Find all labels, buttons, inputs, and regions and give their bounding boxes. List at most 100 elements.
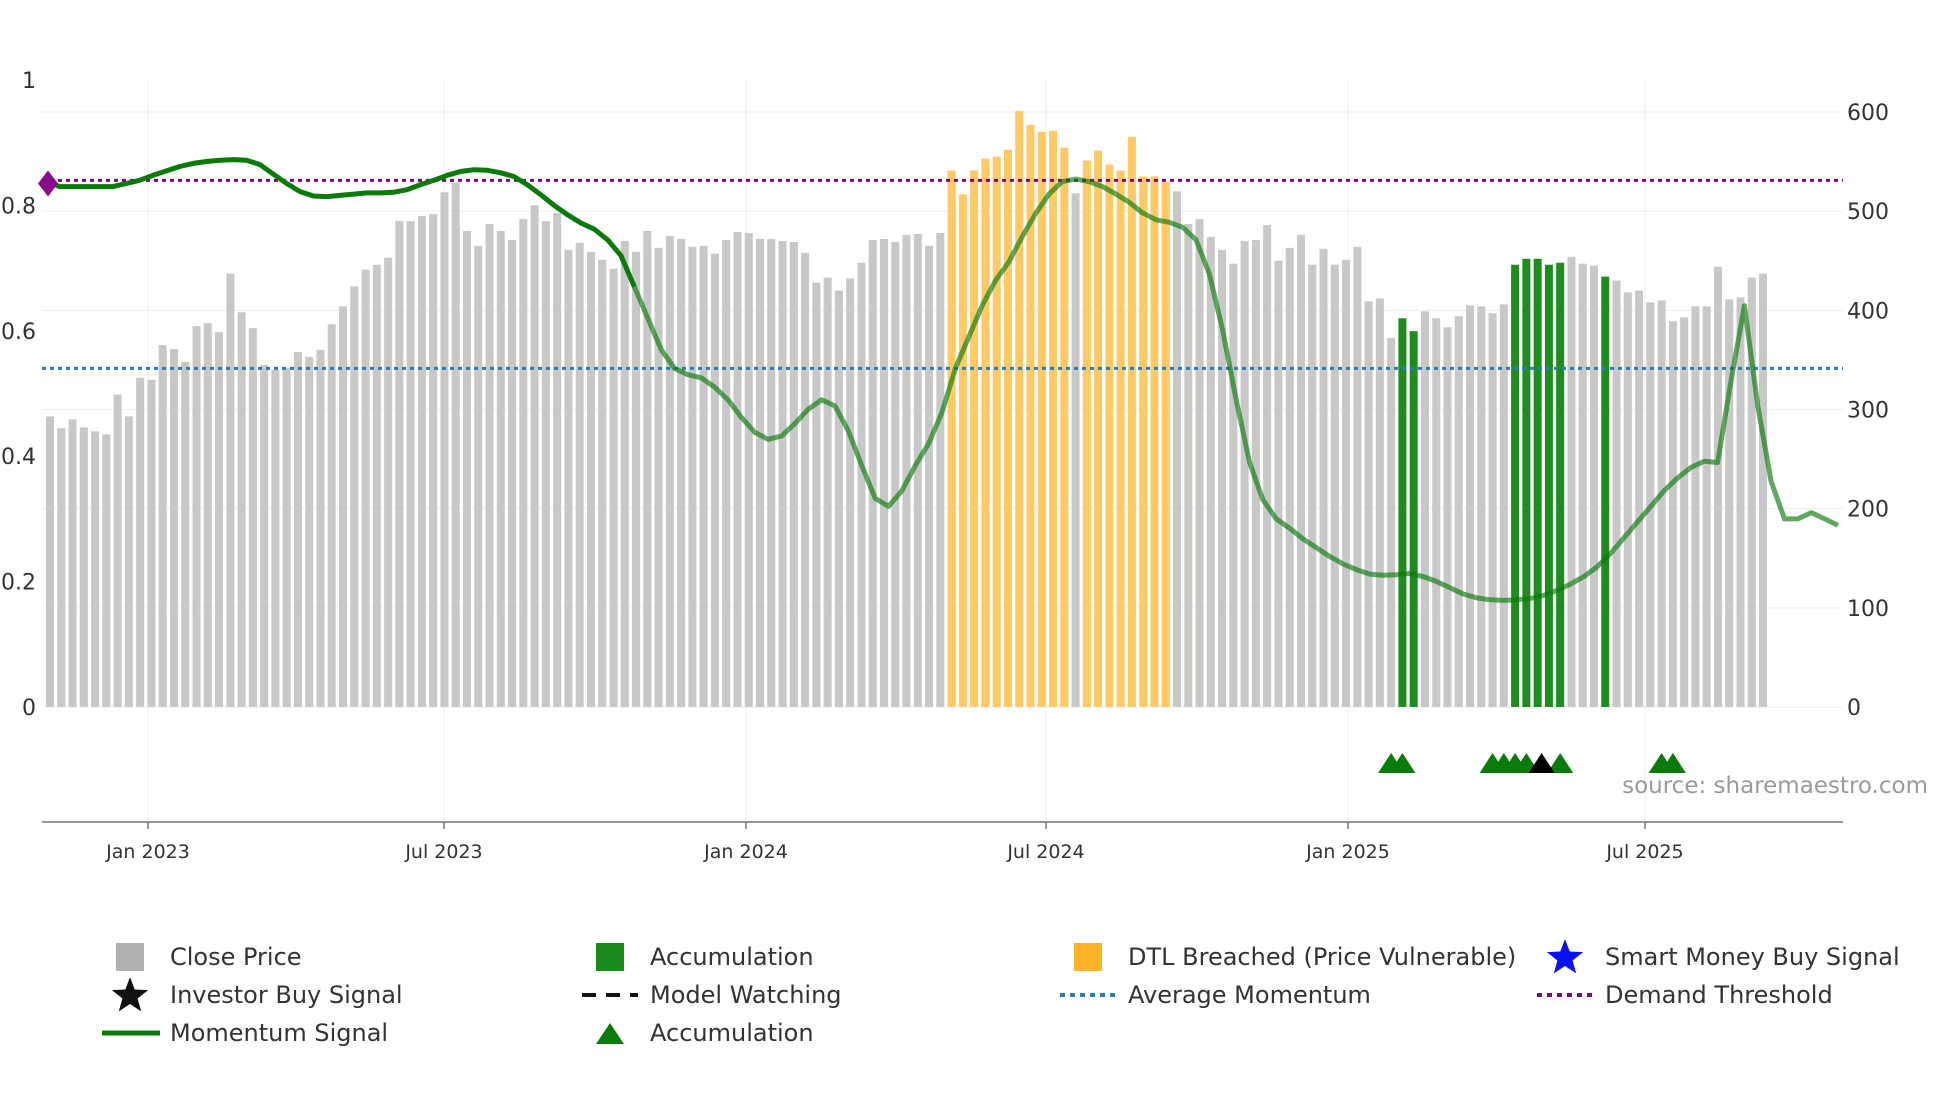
y-right-tick-label: 0 (1847, 696, 1861, 721)
close-price-bar (1759, 273, 1768, 707)
accumulation-triangle-marker (1389, 753, 1416, 773)
close-price-bar (305, 356, 314, 707)
close-price-bar (801, 252, 810, 708)
close-price-bar (1567, 256, 1576, 707)
close-price-bar (1680, 317, 1689, 707)
close-price-bar (756, 238, 765, 707)
close-price-bar (789, 241, 798, 708)
signal-markers (1378, 753, 1686, 773)
close-price-bar (226, 273, 235, 707)
close-price-bar (677, 238, 686, 707)
close-price-bar (417, 216, 426, 707)
close-price-bar (553, 213, 562, 707)
close-price-bar (248, 328, 257, 707)
close-price-bar (57, 428, 66, 707)
dtl-breached-bar (1037, 131, 1046, 708)
close-price-bar (1713, 266, 1722, 707)
close-price-bar (879, 238, 888, 707)
close-price-bar (699, 245, 708, 707)
close-price-bar (1589, 265, 1598, 707)
close-price-bar (519, 219, 528, 707)
accumulation-bar (1398, 318, 1407, 707)
close-price-bar (575, 242, 584, 707)
close-price-bar (1206, 236, 1215, 707)
close-price-bar (372, 264, 381, 707)
dtl-breached-bar (958, 194, 967, 707)
close-price-bar (1240, 240, 1249, 707)
close-price-bar (643, 231, 652, 707)
accumulation-triangle-marker (1659, 753, 1686, 773)
dtl-breached-bar (1116, 170, 1125, 708)
close-price-bar (541, 221, 550, 708)
close-price-bar (169, 349, 178, 707)
close-price-bar (1612, 280, 1621, 707)
close-price-bar (1725, 299, 1734, 707)
close-price-bar (1432, 318, 1441, 707)
close-price-bar (1668, 321, 1677, 707)
close-price-bar (406, 221, 415, 708)
accumulation-bar (1522, 258, 1531, 707)
accumulation-bar (1533, 258, 1542, 707)
close-price-bar (361, 269, 370, 707)
close-price-bar (1285, 247, 1294, 707)
close-price-bar (1173, 191, 1181, 708)
momentum-line-layer (38, 157, 1840, 603)
close-price-bar (598, 259, 607, 707)
close-price-bar (474, 245, 483, 707)
close-price-bar (722, 239, 731, 708)
close-price-bar (1747, 277, 1756, 707)
close-price-bar (586, 251, 595, 707)
close-price-bar (1499, 304, 1508, 707)
close-price-bar (1635, 290, 1644, 707)
close-price-bar (1364, 301, 1373, 707)
x-tick-label: Jan 2025 (1305, 841, 1390, 863)
dtl-breached-bar (981, 158, 990, 707)
close-price-bar (1195, 219, 1204, 707)
close-price-bar (496, 231, 505, 707)
close-price-bar (530, 205, 539, 707)
close-price-bar (913, 233, 922, 707)
close-price-bar (1466, 305, 1475, 707)
close-price-bar (1443, 327, 1452, 707)
close-price-bar (440, 192, 449, 707)
close-price-bar (891, 241, 900, 708)
close-price-bar (260, 364, 269, 707)
close-price-bar (136, 377, 145, 707)
close-price-bar (744, 232, 753, 707)
close-price-bar (902, 234, 911, 707)
close-price-bar (857, 262, 866, 707)
dtl-breached-bar (1161, 181, 1170, 707)
dtl-breached-bar (970, 170, 979, 708)
close-price-bar (181, 361, 190, 707)
close-price-bar (1263, 225, 1272, 708)
price-bars (46, 111, 1768, 708)
close-price-bar (936, 232, 945, 707)
accumulation-bar (1511, 264, 1520, 707)
y-left-tick-label: 1 (22, 69, 36, 94)
close-price-bar (1330, 264, 1339, 707)
close-price-bar (316, 350, 325, 707)
close-price-bar (1342, 259, 1351, 707)
close-price-bar (395, 221, 404, 708)
close-price-bar (293, 351, 302, 707)
close-price-bar (1218, 249, 1227, 707)
close-price-bar (1623, 292, 1632, 707)
accumulation-bar (1409, 331, 1418, 707)
momentum-signal-line-faded (632, 176, 1840, 603)
dtl-breached-bar (992, 156, 1001, 707)
close-price-bar (1477, 306, 1486, 707)
dtl-breached-bar (1015, 111, 1024, 708)
y-right-tick-label: 200 (1847, 498, 1889, 523)
dtl-breached-bar (1105, 164, 1114, 707)
close-price-bar (654, 247, 663, 707)
close-price-bar (79, 427, 88, 707)
close-price-bar (271, 369, 280, 707)
close-price-bar (1387, 338, 1396, 707)
close-price-bar (1736, 297, 1745, 707)
close-price-bar (868, 239, 877, 708)
x-tick-label: Jan 2024 (703, 841, 788, 863)
momentum-signal-line (44, 157, 637, 288)
close-price-bar (1691, 306, 1700, 707)
y-right-tick-label: 500 (1847, 200, 1889, 225)
